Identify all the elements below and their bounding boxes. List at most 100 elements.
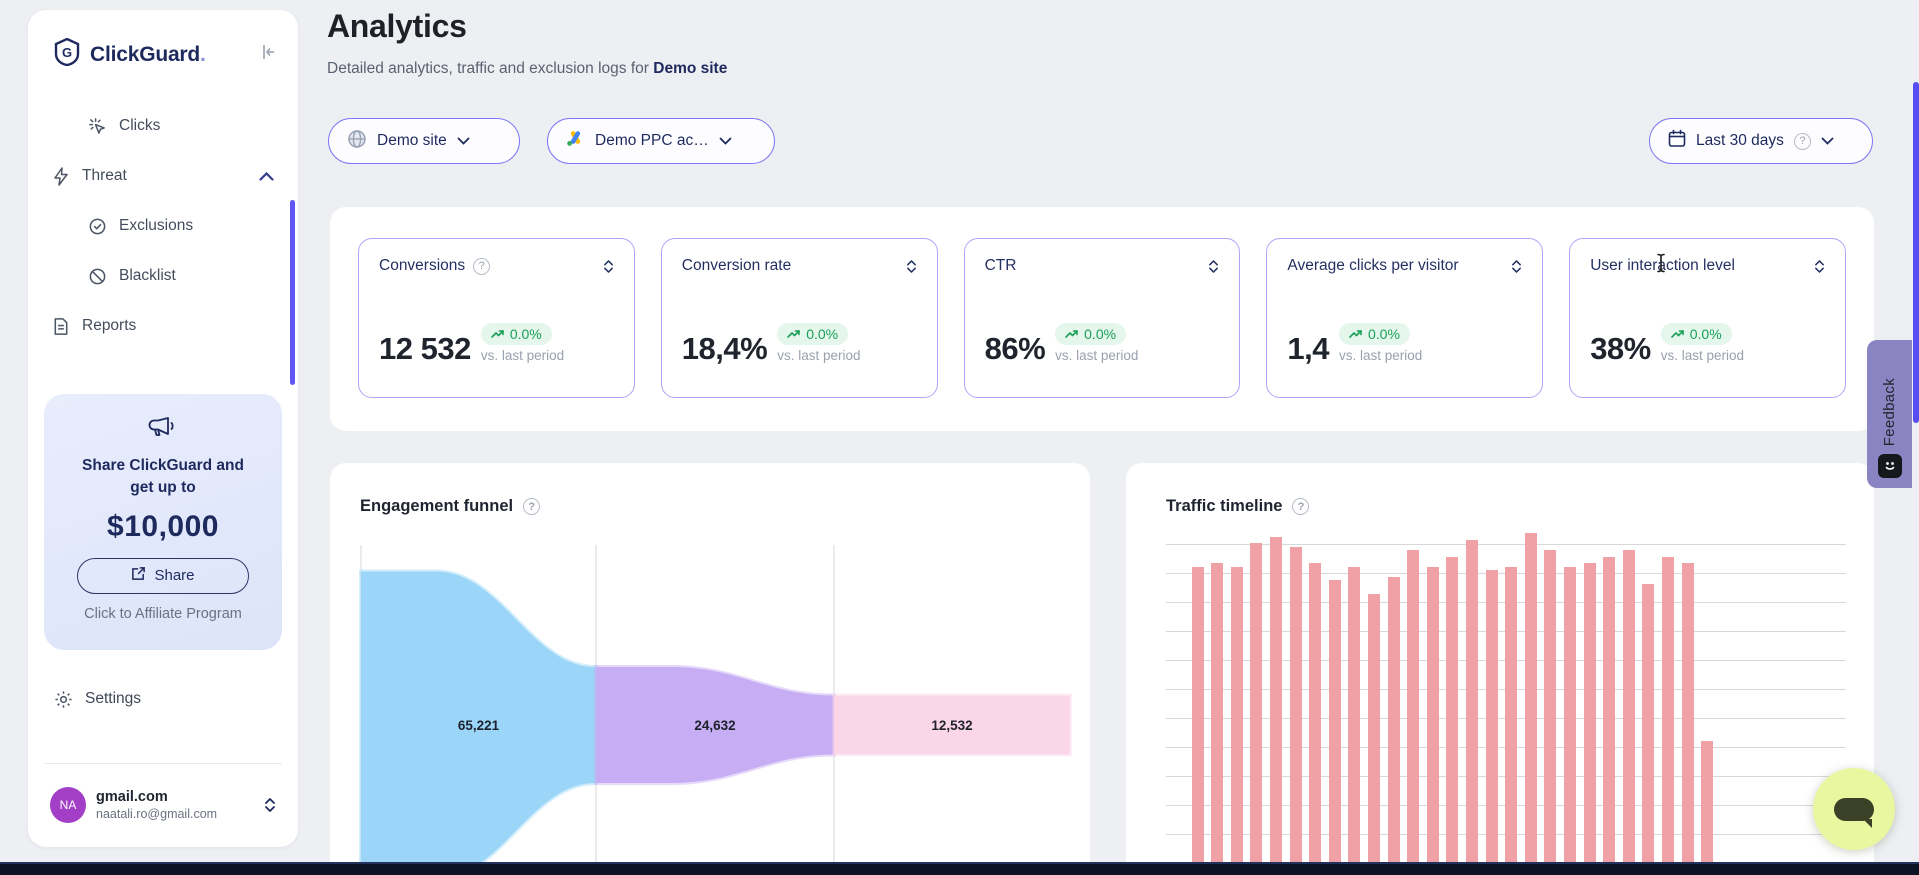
traffic-bar: [1544, 550, 1557, 875]
affiliate-promo-card[interactable]: Share ClickGuard and get up to $10,000 S…: [44, 394, 282, 650]
traffic-bar: [1348, 567, 1361, 875]
sidebar-item-clicks[interactable]: Clicks: [42, 105, 284, 147]
share-button[interactable]: Share: [77, 557, 249, 594]
funnel-chart-title: Engagement funnel: [360, 497, 514, 515]
traffic-bar: [1485, 570, 1498, 875]
kpi-card-ctr: CTR 86% 0.0% vs. last period: [963, 238, 1241, 398]
chevron-down-icon: [719, 137, 732, 145]
sort-icon[interactable]: [906, 259, 917, 274]
sidebar-item-reports[interactable]: Reports: [42, 305, 284, 347]
nav-label: Clicks: [119, 117, 161, 134]
traffic-bar: [1622, 550, 1635, 875]
promo-caption[interactable]: Click to Affiliate Program: [84, 605, 242, 622]
traffic-bar: [1446, 557, 1459, 875]
sort-icon[interactable]: [1814, 259, 1825, 274]
feedback-label: Feedback: [1881, 377, 1898, 446]
cursor-click-icon: [88, 117, 107, 136]
sidebar-item-settings[interactable]: Settings: [42, 678, 284, 720]
sort-icon[interactable]: [1511, 259, 1522, 274]
traffic-bar: [1407, 550, 1420, 875]
account-switcher[interactable]: NA gmail.com naatali.ro@gmail.com: [42, 778, 284, 832]
help-icon[interactable]: ?: [1793, 132, 1811, 150]
kpi-card-conversions: Conversions ? 12 532 0.0% vs. last perio…: [358, 238, 635, 398]
help-icon[interactable]: ?: [473, 257, 491, 275]
sidebar-collapse-icon[interactable]: [258, 42, 278, 67]
feedback-tab[interactable]: Feedback: [1867, 340, 1912, 488]
kpi-band: Conversions ? 12 532 0.0% vs. last perio…: [330, 207, 1874, 431]
traffic-bar: [1230, 567, 1243, 875]
delta-badge: 0.0%: [1055, 323, 1127, 345]
sidebar: G ClickGuard. Clicks Threat Excl: [28, 10, 298, 847]
ban-icon: [88, 267, 107, 286]
sidebar-scroll-indicator[interactable]: [290, 200, 295, 385]
sidebar-item-blacklist[interactable]: Blacklist: [42, 255, 284, 297]
kpi-label: Average clicks per visitor: [1287, 257, 1459, 274]
funnel-stage: [594, 665, 836, 785]
help-icon[interactable]: ?: [523, 498, 541, 515]
chat-launcher-button[interactable]: [1813, 768, 1895, 850]
traffic-bar: [1426, 567, 1439, 875]
sidebar-item-exclusions[interactable]: Exclusions: [42, 205, 284, 247]
kpi-value: 1,4: [1287, 331, 1329, 367]
traffic-chart-title: Traffic timeline: [1166, 497, 1283, 515]
ppc-account-value: Demo PPC ac…: [595, 132, 709, 149]
calendar-icon: [1668, 129, 1686, 153]
text-cursor: [1655, 253, 1667, 278]
gridline: [1166, 544, 1846, 545]
sort-icon[interactable]: [603, 259, 614, 274]
traffic-bar: [1505, 567, 1518, 875]
sidebar-nav: Clicks Threat Exclusions Blacklist: [28, 105, 298, 347]
page-subtitle: Detailed analytics, traffic and exclusio…: [327, 60, 728, 77]
promo-text: Share ClickGuard and get up to: [82, 457, 244, 497]
traffic-bar: [1368, 594, 1380, 875]
document-icon: [52, 317, 70, 336]
chat-bubble-icon: [1834, 797, 1874, 828]
kpi-compare: vs. last period: [1339, 348, 1423, 363]
delta-badge: 0.0%: [1339, 323, 1410, 345]
kpi-label: Conversions: [379, 257, 466, 274]
delta-badge: 0.0%: [777, 323, 849, 345]
funnel-stage-label: 24,632: [694, 718, 735, 733]
ppc-account-selector[interactable]: Demo PPC ac…: [547, 118, 775, 164]
traffic-bar: [1564, 567, 1576, 875]
funnel-stage-label: 12,532: [931, 718, 972, 733]
chevron-up-icon[interactable]: [259, 171, 274, 181]
avatar: NA: [50, 787, 86, 823]
google-ads-icon: [566, 130, 585, 152]
date-range-value: Last 30 days: [1696, 132, 1784, 149]
sort-icon[interactable]: [1208, 259, 1219, 274]
trend-up-icon: [491, 330, 504, 338]
page-scrollbar-thumb[interactable]: [1913, 82, 1919, 423]
site-selector[interactable]: Demo site: [328, 118, 520, 164]
date-range-selector[interactable]: Last 30 days ?: [1649, 118, 1873, 164]
globe-icon: [347, 129, 367, 154]
traffic-bar: [1583, 563, 1596, 875]
traffic-bar: [1328, 580, 1341, 875]
traffic-bar: [1309, 563, 1322, 875]
engagement-funnel-chart: 65,221 24,632 12,532: [359, 545, 1072, 875]
account-info: gmail.com naatali.ro@gmail.com: [96, 789, 217, 821]
kpi-value: 38%: [1590, 331, 1651, 367]
traffic-bar: [1211, 563, 1224, 875]
account-email: naatali.ro@gmail.com: [96, 807, 218, 821]
brand-header: G ClickGuard.: [28, 10, 298, 71]
kpi-compare: vs. last period: [777, 348, 861, 363]
clickguard-logo-icon: G: [54, 37, 80, 71]
sidebar-item-threat[interactable]: Threat: [42, 155, 284, 197]
bottom-dark-bar: [0, 862, 1919, 875]
traffic-bar: [1681, 563, 1694, 875]
promo-amount: $10,000: [107, 509, 219, 543]
help-icon[interactable]: ?: [1292, 498, 1310, 515]
nav-label: Threat: [82, 167, 127, 184]
traffic-timeline-card: Traffic timeline ?: [1126, 463, 1874, 875]
bolt-icon: [52, 166, 70, 186]
traffic-bar: [1603, 557, 1616, 875]
page-title: Analytics: [327, 8, 467, 44]
funnel-stage: [832, 693, 1072, 757]
svg-text:G: G: [62, 45, 72, 60]
trend-up-icon: [787, 330, 801, 338]
kpi-card-conversion-rate: Conversion rate 18,4% 0.0% vs. last peri…: [660, 238, 938, 398]
traffic-bar: [1289, 547, 1302, 875]
delta-badge: 0.0%: [1660, 323, 1732, 345]
nav-label: Reports: [82, 317, 137, 334]
